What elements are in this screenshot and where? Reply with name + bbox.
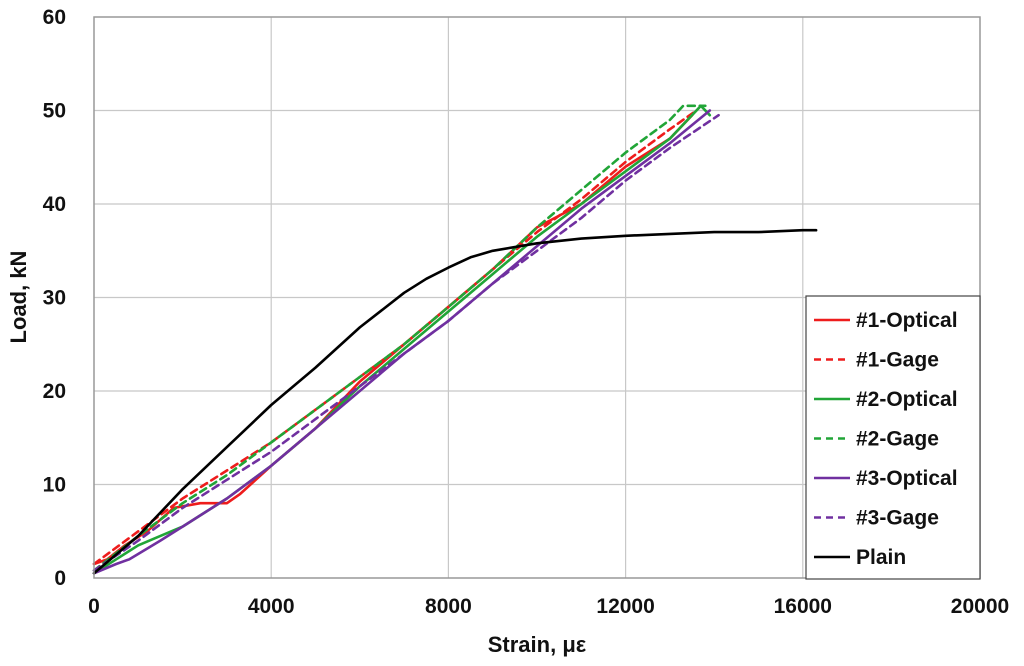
y-axis-ticks: 0 10 20 30 40 50 60	[43, 6, 66, 590]
x-tick-label: 16000	[774, 595, 832, 618]
y-tick-label: 40	[43, 193, 66, 216]
series-line-6	[92, 113, 720, 572]
legend-box	[805, 295, 981, 580]
series-lines	[92, 104, 818, 575]
y-tick-label: 20	[43, 380, 66, 403]
legend-label: #2-Optical	[856, 388, 958, 411]
legend-label: Plain	[856, 546, 906, 569]
legend-label: #2-Gage	[856, 428, 939, 451]
x-tick-label: 4000	[248, 595, 295, 618]
series-line-2	[92, 109, 698, 566]
y-tick-label: 0	[54, 567, 66, 590]
legend-label: #3-Optical	[856, 467, 958, 490]
x-tick-label: 8000	[425, 595, 472, 618]
y-axis-title: Load, kN	[6, 251, 31, 344]
x-axis-title: Strain, με	[488, 632, 587, 657]
grid-lines	[94, 17, 980, 578]
series-line-4	[92, 104, 707, 572]
y-tick-label: 50	[43, 100, 66, 123]
y-tick-label: 30	[43, 287, 66, 310]
x-axis-ticks: 0 4000 8000 12000 16000 20000	[88, 595, 1009, 618]
x-tick-label: 12000	[596, 595, 654, 618]
series-line-5	[92, 109, 712, 575]
legend-label: #3-Gage	[856, 507, 939, 530]
y-tick-label: 60	[43, 6, 66, 29]
legend-label: #1-Gage	[856, 349, 939, 372]
series-line-7	[92, 228, 818, 575]
legend: #1-Optical #1-Gage #2-Optical #2-Gage #3-Opt…	[805, 295, 981, 580]
y-tick-label: 10	[43, 474, 66, 497]
x-tick-label: 0	[88, 595, 100, 618]
x-tick-label: 20000	[951, 595, 1009, 618]
series-line-3	[92, 104, 712, 575]
legend-label: #1-Optical	[856, 309, 958, 332]
